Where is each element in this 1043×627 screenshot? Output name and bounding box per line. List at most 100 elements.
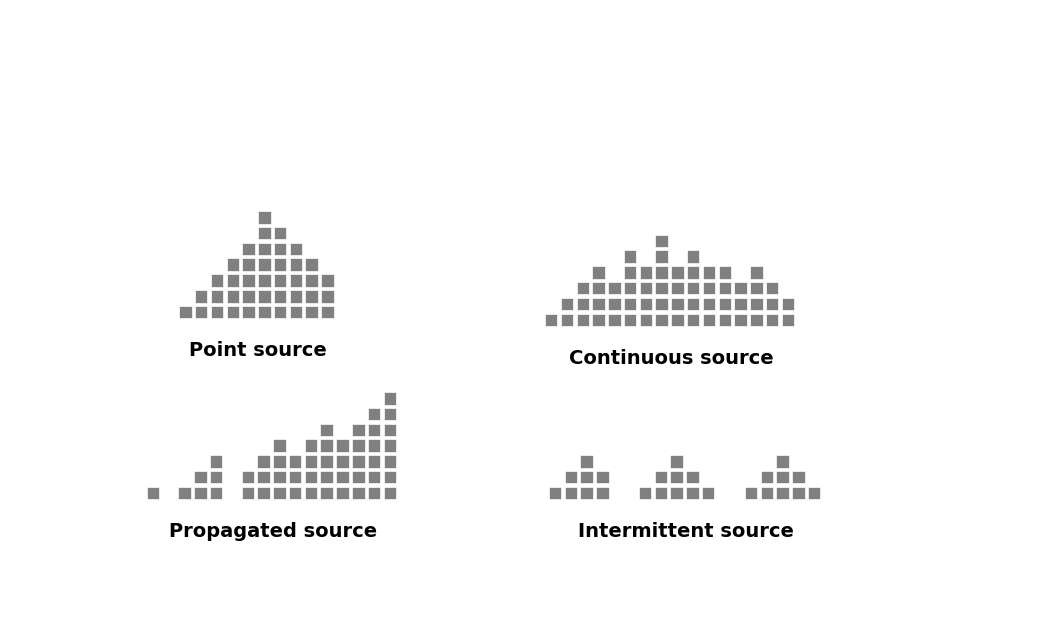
FancyBboxPatch shape — [242, 290, 256, 303]
FancyBboxPatch shape — [639, 314, 653, 327]
FancyBboxPatch shape — [306, 290, 319, 303]
FancyBboxPatch shape — [274, 227, 288, 240]
FancyBboxPatch shape — [305, 487, 318, 500]
FancyBboxPatch shape — [211, 274, 224, 288]
FancyBboxPatch shape — [703, 266, 717, 280]
FancyBboxPatch shape — [561, 314, 575, 327]
FancyBboxPatch shape — [178, 487, 192, 500]
FancyBboxPatch shape — [290, 243, 304, 256]
FancyBboxPatch shape — [719, 282, 732, 295]
FancyBboxPatch shape — [336, 455, 349, 469]
FancyBboxPatch shape — [808, 487, 822, 500]
FancyBboxPatch shape — [792, 471, 805, 485]
FancyBboxPatch shape — [290, 306, 304, 319]
FancyBboxPatch shape — [687, 282, 701, 295]
FancyBboxPatch shape — [194, 471, 208, 485]
FancyBboxPatch shape — [258, 290, 271, 303]
FancyBboxPatch shape — [608, 282, 622, 295]
FancyBboxPatch shape — [210, 455, 223, 469]
FancyBboxPatch shape — [655, 234, 669, 248]
FancyBboxPatch shape — [687, 266, 701, 280]
FancyBboxPatch shape — [564, 471, 578, 485]
FancyBboxPatch shape — [592, 282, 606, 295]
FancyBboxPatch shape — [624, 266, 637, 280]
FancyBboxPatch shape — [368, 455, 382, 469]
FancyBboxPatch shape — [211, 290, 224, 303]
FancyBboxPatch shape — [624, 282, 637, 295]
FancyBboxPatch shape — [719, 298, 732, 311]
FancyBboxPatch shape — [147, 487, 161, 500]
FancyBboxPatch shape — [321, 274, 335, 288]
FancyBboxPatch shape — [321, 290, 335, 303]
FancyBboxPatch shape — [781, 314, 795, 327]
FancyBboxPatch shape — [703, 298, 717, 311]
FancyBboxPatch shape — [655, 298, 669, 311]
FancyBboxPatch shape — [274, 258, 288, 272]
FancyBboxPatch shape — [353, 424, 365, 437]
FancyBboxPatch shape — [671, 471, 684, 485]
FancyBboxPatch shape — [792, 487, 805, 500]
FancyBboxPatch shape — [179, 306, 193, 319]
FancyBboxPatch shape — [745, 487, 758, 500]
FancyBboxPatch shape — [760, 471, 774, 485]
FancyBboxPatch shape — [671, 487, 684, 500]
FancyBboxPatch shape — [320, 440, 334, 453]
FancyBboxPatch shape — [321, 306, 335, 319]
FancyBboxPatch shape — [258, 274, 271, 288]
FancyBboxPatch shape — [273, 471, 287, 485]
FancyBboxPatch shape — [320, 424, 334, 437]
FancyBboxPatch shape — [336, 440, 349, 453]
FancyBboxPatch shape — [734, 298, 748, 311]
FancyBboxPatch shape — [210, 487, 223, 500]
FancyBboxPatch shape — [305, 440, 318, 453]
FancyBboxPatch shape — [368, 408, 382, 421]
FancyBboxPatch shape — [258, 211, 271, 224]
FancyBboxPatch shape — [750, 298, 763, 311]
FancyBboxPatch shape — [592, 266, 606, 280]
Text: Point source: Point source — [189, 341, 328, 360]
FancyBboxPatch shape — [577, 298, 590, 311]
FancyBboxPatch shape — [597, 487, 609, 500]
FancyBboxPatch shape — [655, 266, 669, 280]
FancyBboxPatch shape — [368, 471, 382, 485]
FancyBboxPatch shape — [655, 471, 669, 485]
FancyBboxPatch shape — [776, 455, 790, 469]
FancyBboxPatch shape — [734, 282, 748, 295]
Text: Propagated source: Propagated source — [169, 522, 378, 541]
FancyBboxPatch shape — [274, 306, 288, 319]
FancyBboxPatch shape — [290, 290, 304, 303]
FancyBboxPatch shape — [639, 487, 652, 500]
FancyBboxPatch shape — [368, 424, 382, 437]
FancyBboxPatch shape — [320, 471, 334, 485]
FancyBboxPatch shape — [655, 487, 669, 500]
FancyBboxPatch shape — [384, 392, 397, 406]
FancyBboxPatch shape — [766, 282, 779, 295]
FancyBboxPatch shape — [195, 306, 209, 319]
FancyBboxPatch shape — [242, 471, 256, 485]
FancyBboxPatch shape — [290, 258, 304, 272]
FancyBboxPatch shape — [384, 487, 397, 500]
FancyBboxPatch shape — [226, 274, 240, 288]
FancyBboxPatch shape — [195, 290, 209, 303]
FancyBboxPatch shape — [580, 455, 593, 469]
FancyBboxPatch shape — [608, 314, 622, 327]
FancyBboxPatch shape — [336, 487, 349, 500]
FancyBboxPatch shape — [672, 298, 684, 311]
FancyBboxPatch shape — [686, 487, 700, 500]
FancyBboxPatch shape — [577, 314, 590, 327]
FancyBboxPatch shape — [226, 258, 240, 272]
FancyBboxPatch shape — [368, 487, 382, 500]
FancyBboxPatch shape — [687, 250, 701, 264]
FancyBboxPatch shape — [687, 298, 701, 311]
FancyBboxPatch shape — [274, 290, 288, 303]
FancyBboxPatch shape — [211, 306, 224, 319]
FancyBboxPatch shape — [719, 266, 732, 280]
FancyBboxPatch shape — [258, 487, 271, 500]
FancyBboxPatch shape — [580, 487, 593, 500]
FancyBboxPatch shape — [210, 471, 223, 485]
FancyBboxPatch shape — [258, 471, 271, 485]
FancyBboxPatch shape — [672, 266, 684, 280]
FancyBboxPatch shape — [384, 440, 397, 453]
FancyBboxPatch shape — [353, 440, 365, 453]
FancyBboxPatch shape — [639, 298, 653, 311]
